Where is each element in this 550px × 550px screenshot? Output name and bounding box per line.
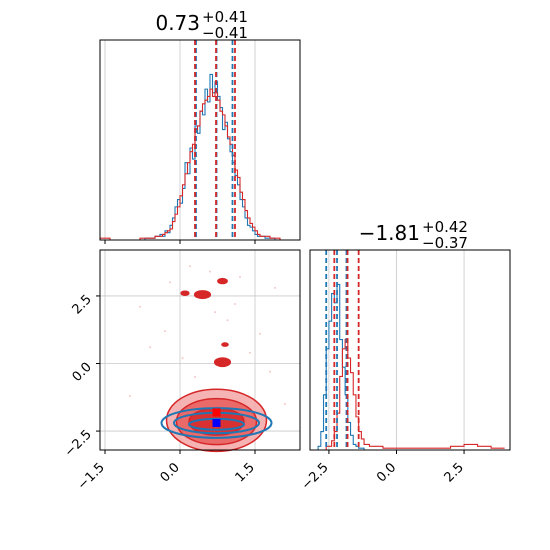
panel-1-frame xyxy=(99,39,301,241)
joint-xtick-label-0: −1.5 xyxy=(75,460,108,493)
joint-scatter-5 xyxy=(259,332,261,335)
joint-red-island-2 xyxy=(180,290,190,297)
joint-scatter-17 xyxy=(214,311,216,314)
panel-1-title-sub: −0.41 xyxy=(202,24,248,42)
joint-scatter-14 xyxy=(194,376,196,379)
joint-scatter-3 xyxy=(239,276,241,279)
joint-scatter-11 xyxy=(269,370,271,373)
joint-red-island-1 xyxy=(217,277,228,285)
joint-scatter-6 xyxy=(274,286,276,289)
joint-scatter-9 xyxy=(149,346,151,349)
panel-2-title-sub: −0.37 xyxy=(422,234,468,252)
joint-ytick-label-1: 0.0 xyxy=(70,360,95,385)
joint-ytick-label-0: −2.5 xyxy=(62,427,95,460)
panel-marginal-1: 0.73 +0.41 −0.41 xyxy=(99,8,301,241)
joint-scatter-1 xyxy=(209,270,211,273)
joint-scatter-15 xyxy=(234,303,236,306)
joint-scatter-8 xyxy=(249,351,251,354)
panel-2-title-sup: +0.42 xyxy=(422,218,468,236)
panel-1-title: 0.73 xyxy=(155,11,200,35)
panel-2-title: −1.81 xyxy=(359,221,420,245)
p2-xtick-label-2: 2.5 xyxy=(442,460,467,485)
joint-red-island-4 xyxy=(213,357,232,368)
joint-scatter-2 xyxy=(139,305,141,308)
joint-blue-contour-0 xyxy=(160,407,273,439)
p2-xtick-label-1: 0.0 xyxy=(374,460,399,485)
joint-scatter-7 xyxy=(181,357,184,360)
panel-joint xyxy=(99,249,301,453)
joint-red-island-0 xyxy=(193,290,212,300)
p1-series-1-step xyxy=(99,88,300,241)
panel-joint-frame xyxy=(99,249,301,451)
joint-red-island-3 xyxy=(221,342,229,347)
joint-scatter-12 xyxy=(129,394,131,397)
joint-scatter-10 xyxy=(226,319,229,322)
joint-scatter-4 xyxy=(164,330,166,333)
joint-scatter-13 xyxy=(284,403,286,406)
joint-scatter-16 xyxy=(169,281,171,284)
joint-ytick-label-2: 2.5 xyxy=(70,292,95,317)
p2-xtick-label-0: −2.5 xyxy=(299,460,332,493)
p2-series-1-step xyxy=(310,339,505,451)
panel-marginal-2: −1.81 +0.42 −0.37 xyxy=(309,218,511,451)
joint-xtick-label-2: 1.5 xyxy=(233,460,258,485)
joint-red-marker xyxy=(212,408,221,417)
joint-xtick-label-1: 0.0 xyxy=(158,460,183,485)
joint-scatter-0 xyxy=(189,265,191,268)
p2-series-0-step xyxy=(310,283,370,451)
p1-series-0-step xyxy=(100,73,300,241)
panel-2-frame xyxy=(309,249,511,451)
joint-blue-marker xyxy=(212,418,221,427)
panel-1-title-sup: +0.41 xyxy=(202,8,248,26)
joint-blue-contour-2 xyxy=(188,417,245,431)
